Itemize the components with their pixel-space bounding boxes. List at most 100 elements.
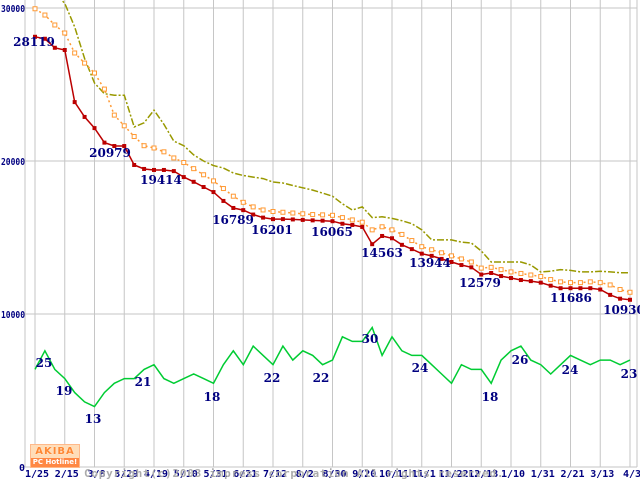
data-point-marker <box>458 256 464 262</box>
data-point-marker <box>251 212 256 217</box>
data-point-marker <box>102 140 107 145</box>
data-point-marker <box>548 277 554 283</box>
data-point-marker <box>627 289 633 295</box>
x-axis-tick-label: 3/29 <box>114 469 138 480</box>
x-axis-tick-label: 7/12 <box>263 469 287 480</box>
data-point-marker <box>260 207 266 213</box>
data-point-marker <box>399 242 404 247</box>
x-axis-tick-label: 2/21 <box>560 469 584 480</box>
data-point-marker <box>607 282 613 288</box>
data-point-marker <box>499 274 504 279</box>
price-label: 10930 <box>603 303 640 317</box>
x-axis-tick-label: 1/25 <box>25 469 49 480</box>
data-point-marker <box>588 286 593 291</box>
series-highest-price <box>60 0 630 274</box>
count-label: 21 <box>135 375 152 389</box>
data-point-marker <box>598 287 603 292</box>
data-point-marker <box>538 280 543 285</box>
data-point-marker <box>379 224 385 230</box>
count-label: 25 <box>36 356 53 370</box>
data-point-marker <box>509 276 513 281</box>
data-point-marker <box>330 212 335 218</box>
data-point-marker <box>587 279 593 285</box>
x-axis-tick-label: 3/13 <box>590 469 614 480</box>
series-shop-count <box>34 325 631 408</box>
price-label: 28119 <box>13 35 55 49</box>
data-point-marker <box>459 263 464 268</box>
data-point-marker <box>558 286 563 291</box>
data-point-marker <box>320 218 325 223</box>
data-point-marker <box>42 12 48 18</box>
data-point-marker <box>300 217 305 222</box>
data-point-marker <box>161 149 167 155</box>
data-point-marker <box>72 100 77 105</box>
count-label: 30 <box>362 332 379 346</box>
data-point-marker <box>628 297 632 302</box>
data-point-marker <box>32 6 38 12</box>
data-point-marker <box>608 292 613 297</box>
data-point-marker <box>161 167 166 172</box>
data-point-marker <box>390 236 394 241</box>
y-axis-tick-label: 30000 <box>1 4 25 15</box>
data-point-marker <box>350 222 355 227</box>
data-point-marker <box>340 221 345 226</box>
data-point-marker <box>508 269 514 275</box>
data-point-marker <box>558 279 564 285</box>
x-axis-tick-label: 6/21 <box>233 469 257 480</box>
count-label: 19 <box>56 384 73 398</box>
data-point-marker <box>111 112 117 118</box>
x-axis-tick-label: 1/31 <box>531 469 555 480</box>
data-point-marker <box>429 247 435 253</box>
data-point-marker <box>528 272 534 278</box>
data-point-marker <box>261 215 266 220</box>
data-point-marker <box>230 193 236 199</box>
x-axis-tick-label: 5/31 <box>203 469 227 480</box>
data-point-marker <box>518 270 524 276</box>
x-axis-tick-label: 1/10 <box>501 469 525 480</box>
data-point-marker <box>409 247 414 252</box>
price-label: 12579 <box>459 276 501 290</box>
data-point-marker <box>290 217 295 222</box>
data-point-marker <box>52 22 58 28</box>
y-axis-tick-label: 10000 <box>1 310 25 321</box>
data-point-marker <box>617 287 623 293</box>
data-point-marker <box>271 217 275 222</box>
data-point-marker <box>468 259 474 265</box>
count-label: 24 <box>562 363 579 377</box>
data-point-marker <box>330 219 335 224</box>
data-point-marker <box>33 34 37 39</box>
data-point-marker <box>310 218 315 223</box>
data-point-marker <box>92 70 97 76</box>
count-label: 22 <box>264 371 281 385</box>
data-point-marker <box>488 264 494 270</box>
data-point-marker <box>191 166 197 172</box>
y-axis-labels: 30000 20000 10000 0 <box>1 4 25 474</box>
data-point-marker <box>380 233 385 238</box>
gridlines <box>24 0 638 468</box>
data-point-marker <box>231 205 236 210</box>
data-point-marker <box>568 286 573 291</box>
data-point-marker <box>419 251 424 256</box>
data-point-marker <box>409 238 415 244</box>
data-point-marker <box>439 256 444 261</box>
data-point-marker <box>290 210 296 216</box>
series-lowest-price <box>33 34 632 302</box>
count-label: 24 <box>412 361 429 375</box>
count-label: 18 <box>204 390 221 404</box>
data-point-marker <box>310 212 316 218</box>
akiba-pc-hotline-logo: AKIBA PC Hotline! <box>30 444 80 468</box>
data-point-marker <box>132 162 137 167</box>
x-axis-labels: 1/25 2/15 3/8 3/29 4/19 5/10 5/31 6/21 7/12 8/2 8/… <box>25 469 640 480</box>
data-point-marker <box>72 50 78 56</box>
logo-title: AKIBA <box>31 445 79 458</box>
count-label: 22 <box>313 371 330 385</box>
data-point-marker <box>449 253 454 259</box>
data-point-marker <box>92 126 97 131</box>
data-point-marker <box>62 47 67 52</box>
price-label: 11686 <box>550 291 592 305</box>
data-point-marker <box>300 211 306 217</box>
data-point-marker <box>240 199 246 205</box>
